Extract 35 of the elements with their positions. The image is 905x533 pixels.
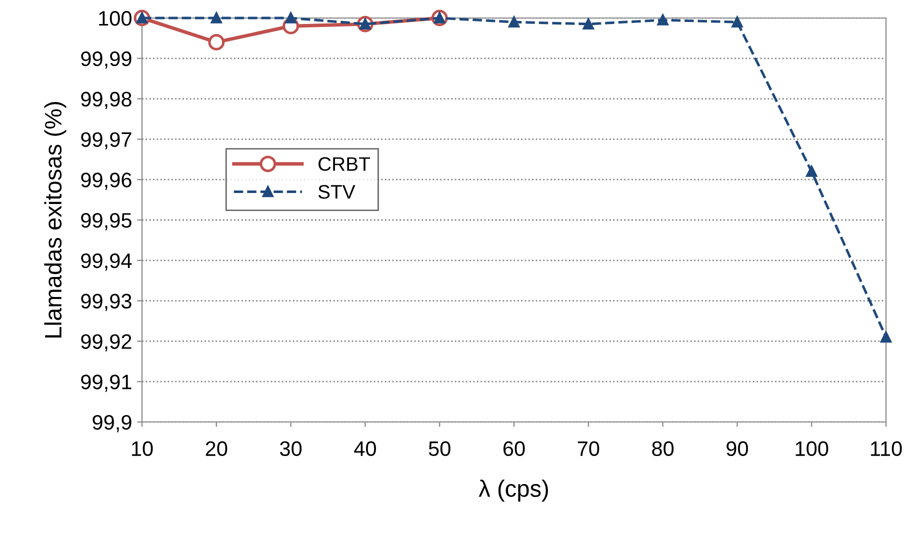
x-tick-label: 70 [578,441,600,456]
y-tick-label: 99,99 [81,51,132,69]
y-tick-label: 100 [99,11,132,26]
legend-label: CRBT [318,157,370,171]
x-tick-label: 20 [206,441,228,456]
y-tick-label: 99,97 [81,132,132,150]
point [880,332,892,343]
y-tick-label: 99,91 [81,374,132,392]
y-tick-label: 99,92 [81,334,132,352]
point [806,166,818,177]
x-tick-label: 50 [428,441,450,456]
point [732,16,743,28]
x-tick-label: 40 [354,441,376,456]
x-tick-label: 100 [796,441,828,456]
x-tick-label: 80 [652,441,674,456]
y-tick-label: 99,98 [81,92,132,110]
point [508,16,520,28]
point [285,12,296,24]
x-tick-label: 110 [870,441,902,456]
y-tick-label: 99,95 [81,213,132,230]
point [657,14,668,26]
legend-label: STV [318,184,356,199]
x-tick-label: 30 [280,441,302,456]
y-axis-title: Llamadas exitosas (%) [44,102,66,338]
point [210,12,222,24]
x-tick-label: 90 [726,441,748,456]
y-tick-label: 99,94 [81,253,132,271]
point [582,18,594,30]
y-tick-label: 99,96 [81,172,132,190]
x-tick-label: 60 [503,441,525,456]
y-tick-label: 99,9 [92,415,132,432]
x-axis-title: λ (cps) [478,480,548,502]
y-tick-label: 99,93 [81,294,132,312]
point [208,34,225,50]
x-tick-label: 10 [132,441,153,456]
